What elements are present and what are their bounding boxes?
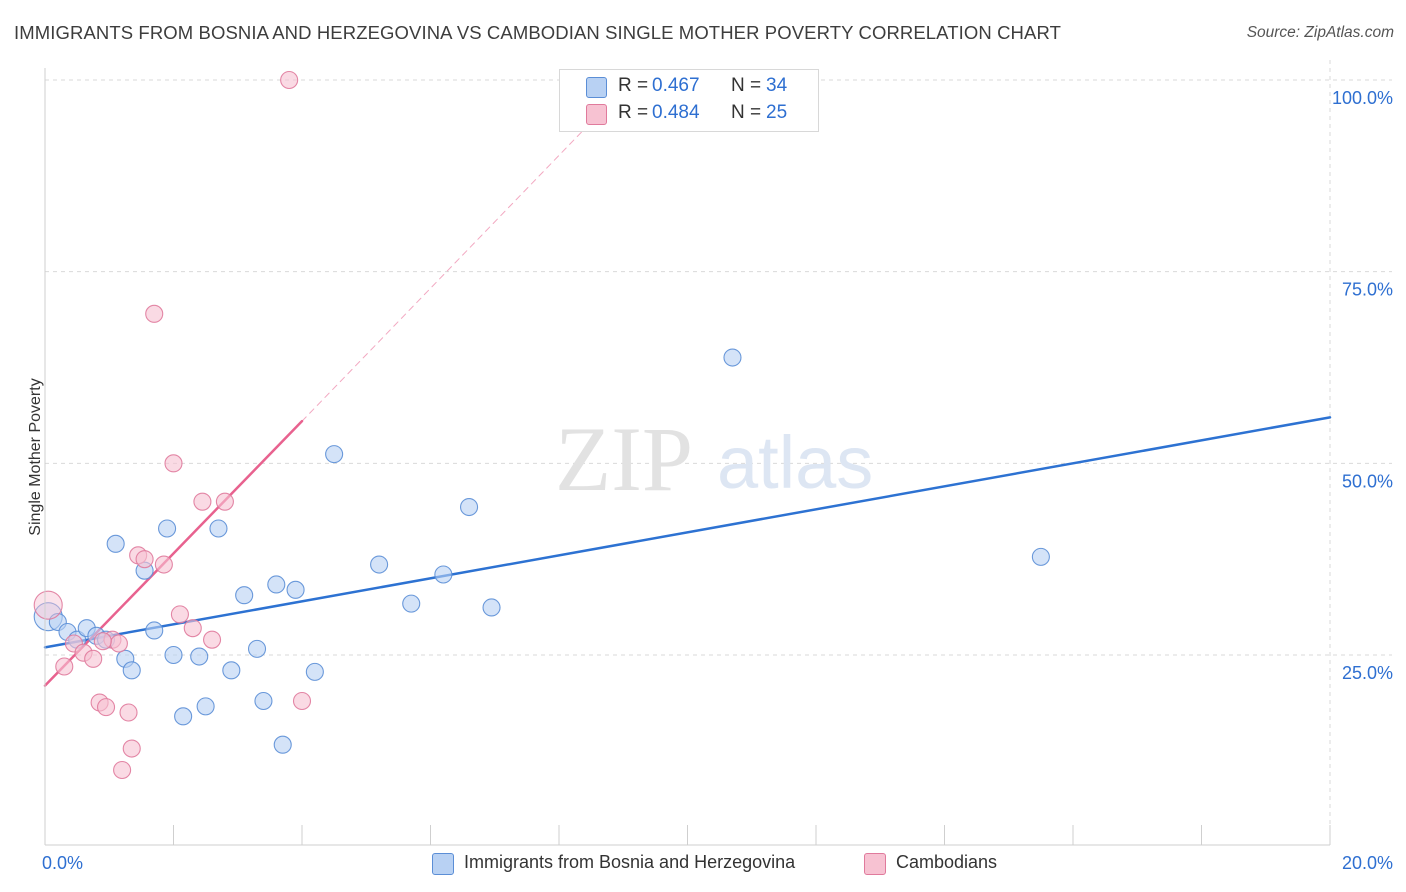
data-point-cambodians — [109, 634, 128, 653]
bottom-legend-label-cambodians: Cambodians — [896, 852, 998, 872]
legend-r-value: 0.484 — [652, 102, 700, 123]
data-point-bosnia — [459, 497, 479, 517]
data-point-cambodians — [93, 632, 112, 651]
data-point-bosnia — [235, 586, 254, 605]
legend-swatch-pink — [586, 104, 607, 125]
data-point-bosnia — [1031, 547, 1050, 566]
data-point-cambodians — [154, 555, 173, 574]
data-point-cambodians — [84, 649, 103, 668]
legend-r-label: R = — [618, 75, 649, 96]
data-points — [33, 70, 1050, 780]
bottom-legend-label-bosnia: Immigrants from Bosnia and Herzegovina — [464, 852, 796, 872]
data-point-bosnia — [254, 691, 273, 711]
data-point-cambodians — [280, 70, 299, 90]
data-point-bosnia — [164, 645, 183, 665]
data-point-bosnia — [305, 662, 324, 681]
legend-n-value: 25 — [766, 102, 788, 123]
legend-swatch-blue — [586, 77, 607, 98]
data-point-bosnia — [723, 348, 742, 367]
legend-r-label: R = — [618, 102, 649, 123]
data-point-bosnia — [247, 639, 267, 658]
data-point-cambodians — [215, 492, 234, 511]
data-point-bosnia — [286, 580, 305, 599]
data-point-cambodians — [164, 454, 183, 473]
data-point-bosnia — [273, 735, 292, 754]
trendline-bosnia — [43, 416, 1332, 649]
trendlines — [43, 121, 1332, 687]
bottom-legend-swatch-pink — [864, 853, 886, 875]
legend-n-label: N = — [731, 102, 762, 123]
data-point-bosnia — [267, 575, 286, 594]
data-point-cambodians — [122, 739, 141, 758]
data-point-bosnia — [434, 565, 453, 584]
data-point-bosnia — [325, 445, 344, 464]
data-point-bosnia — [222, 661, 241, 680]
data-point-bosnia — [190, 647, 209, 666]
data-point-bosnia — [158, 519, 177, 538]
legend-n-label: N = — [731, 75, 762, 96]
data-point-cambodians — [33, 590, 63, 620]
watermark-atlas: atlas — [717, 421, 873, 504]
trendline-cambodians-extension — [301, 121, 592, 422]
data-point-bosnia — [122, 661, 141, 680]
correlation-legend: R = 0.467 N = 34 R = 0.484 N = 25 — [559, 69, 819, 132]
data-point-bosnia — [370, 555, 389, 574]
y-tick-label: 100.0% — [1332, 88, 1393, 108]
data-point-cambodians — [193, 492, 212, 511]
y-axis-label: Single Mother Poverty — [27, 378, 44, 536]
y-tick-label: 75.0% — [1342, 280, 1393, 300]
bottom-legend-swatch-blue — [432, 853, 454, 875]
data-point-bosnia — [402, 594, 421, 613]
legend-r-value: 0.467 — [652, 75, 700, 96]
data-point-cambodians — [292, 691, 312, 711]
axes: 25.0% 50.0% 75.0% 100.0% 0.0% 20.0% — [42, 68, 1393, 873]
data-point-bosnia — [145, 621, 164, 640]
grid-layer — [45, 60, 1392, 845]
data-point-bosnia — [174, 707, 193, 726]
data-point-cambodians — [55, 657, 74, 676]
data-point-cambodians — [203, 630, 222, 649]
data-point-cambodians — [135, 550, 154, 569]
x-tick-label: 0.0% — [42, 853, 83, 873]
legend-n-value: 34 — [766, 75, 788, 96]
watermark-zip: ZIP — [555, 408, 693, 510]
data-point-cambodians — [170, 605, 189, 624]
data-point-cambodians — [96, 698, 116, 717]
y-tick-label: 25.0% — [1342, 663, 1393, 683]
watermark: ZIP atlas — [555, 408, 873, 510]
data-point-cambodians — [119, 703, 138, 722]
source-credit: Source: ZipAtlas.com — [1246, 24, 1394, 41]
data-point-bosnia — [106, 534, 125, 553]
data-point-cambodians — [145, 304, 164, 323]
data-point-bosnia — [482, 598, 501, 617]
data-point-bosnia — [209, 519, 228, 538]
data-point-cambodians — [183, 619, 202, 638]
data-point-bosnia — [196, 697, 215, 716]
chart-title: IMMIGRANTS FROM BOSNIA AND HERZEGOVINA V… — [14, 22, 1061, 43]
x-tick-label: 20.0% — [1342, 853, 1393, 873]
trendline-cambodians — [43, 419, 304, 687]
data-point-cambodians — [113, 760, 132, 780]
y-tick-label: 50.0% — [1342, 471, 1393, 491]
